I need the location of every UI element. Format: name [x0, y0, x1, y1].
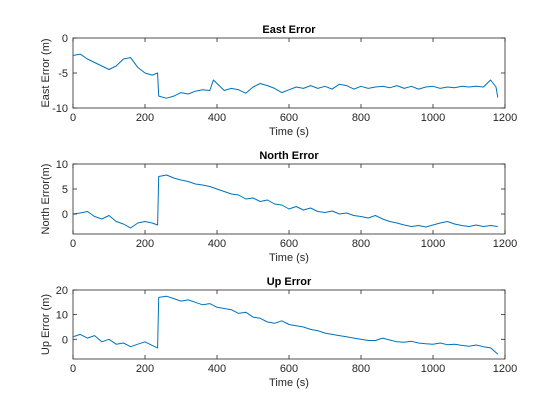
east-axes-box: [73, 38, 505, 108]
north-x-axis-label: Time (s): [269, 252, 309, 264]
east-x-tick-label: 400: [208, 112, 226, 124]
up-x-tick-label: 600: [280, 363, 298, 375]
up-y-tick-label: 0: [62, 334, 68, 346]
up-y-tick-label: 10: [56, 310, 68, 322]
east-x-tick-label: 0: [70, 112, 76, 124]
east-error-title: East Error: [262, 24, 316, 36]
north-x-tick-label: 800: [352, 238, 370, 250]
up-y-tick-label: 20: [56, 285, 68, 297]
north-y-tick-label: 10: [56, 159, 68, 171]
north-x-tick-label: 1000: [421, 238, 445, 250]
north-y-axis-label: North Error(m): [40, 164, 52, 235]
east-x-tick-label: 800: [352, 112, 370, 124]
north-y-tick-label: 5: [62, 184, 68, 196]
east-y-tick-label: -10: [52, 103, 68, 115]
north-y-tick-label: 0: [62, 209, 68, 221]
east-x-tick-label: 1200: [493, 112, 517, 124]
up-x-tick-label: 0: [70, 363, 76, 375]
up-x-tick-label: 800: [352, 363, 370, 375]
north-error-title: North Error: [259, 150, 319, 162]
up-x-tick-label: 1200: [493, 363, 517, 375]
north-x-tick-label: 200: [136, 238, 154, 250]
up-y-axis-label: Up Error (m): [40, 294, 52, 355]
up-x-tick-label: 400: [208, 363, 226, 375]
north-x-tick-label: 0: [70, 238, 76, 250]
east-x-tick-label: 200: [136, 112, 154, 124]
up-error-title: Up Error: [267, 276, 312, 288]
north-x-tick-label: 600: [280, 238, 298, 250]
up-x-axis-label: Time (s): [269, 377, 309, 389]
north-x-tick-label: 400: [208, 238, 226, 250]
east-x-tick-label: 1000: [421, 112, 445, 124]
north-x-tick-label: 1200: [493, 238, 517, 250]
up-x-tick-label: 200: [136, 363, 154, 375]
east-y-tick-label: -5: [58, 68, 68, 80]
east-x-axis-label: Time (s): [269, 126, 309, 138]
up-x-tick-label: 1000: [421, 363, 445, 375]
east-y-axis-label: East Error (m): [40, 38, 52, 107]
east-x-tick-label: 600: [280, 112, 298, 124]
east-y-tick-label: 0: [62, 33, 68, 45]
